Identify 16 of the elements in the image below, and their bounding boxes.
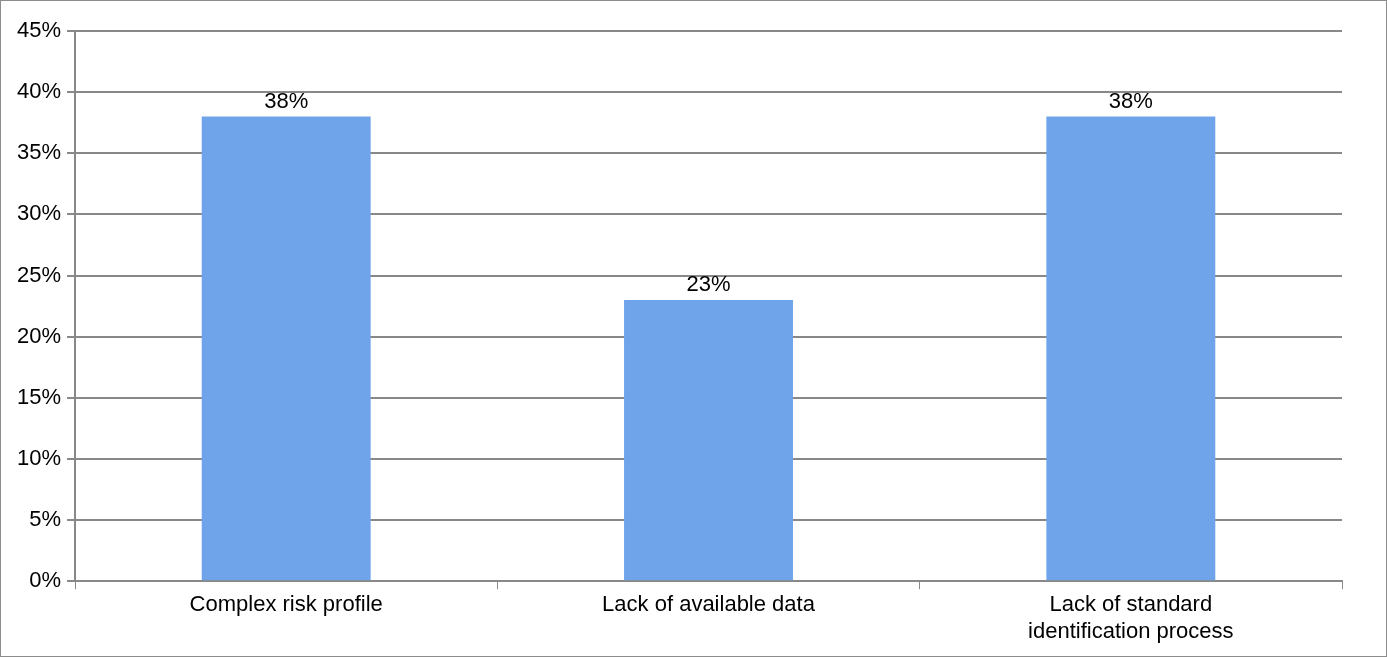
y-tick-label: 20% [16,322,62,348]
y-tick-label: 30% [16,200,62,226]
y-tick-label: 0% [29,567,62,593]
y-tick-label: 15% [16,383,62,409]
y-tick-label: 35% [16,139,62,165]
x-tick-label: Lack of available data [602,591,816,617]
data-label: 23% [686,271,731,297]
y-tick-label: 5% [29,506,62,532]
data-label: 38% [264,87,309,113]
data-label: 38% [1108,87,1153,113]
x-tick-label: Complex risk profile [189,591,383,617]
x-tick-label: Lack of standard identification process [1028,591,1234,643]
y-tick-label: 10% [16,445,62,470]
y-tick-label: 40% [16,78,62,104]
y-tick-label: 25% [16,261,62,287]
y-tick-label: 45% [16,17,62,43]
